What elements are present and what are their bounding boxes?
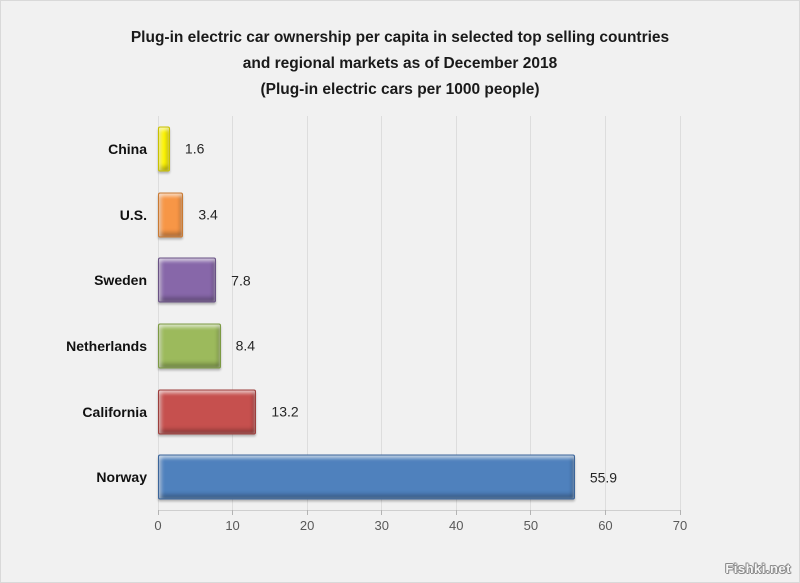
gridline [455, 116, 457, 510]
x-tick-label: 30 [374, 518, 389, 533]
x-tick-mark [157, 510, 159, 515]
x-tick-mark [679, 510, 681, 515]
x-tick-mark [381, 510, 383, 515]
bar [158, 389, 257, 435]
x-tick-mark [530, 510, 532, 515]
bar-row: China 1.6 [1, 116, 799, 182]
x-tick-mark [232, 510, 234, 515]
x-tick-mark [306, 510, 308, 515]
bar-row: U.S. 3.4 [1, 182, 799, 248]
value-label: 55.9 [589, 469, 618, 486]
gridline [530, 116, 532, 510]
gridline [381, 116, 383, 510]
value-label: 13.2 [271, 403, 299, 420]
value-label: 7.8 [231, 272, 251, 289]
gridline [232, 116, 234, 510]
gridlines [157, 116, 681, 510]
bar [158, 454, 575, 500]
chart-title: Plug-in electric car ownership per capit… [1, 25, 799, 103]
bar [158, 257, 217, 303]
bar-track: 8.4 [158, 323, 680, 369]
x-tick-label: 40 [449, 518, 464, 533]
bar [158, 192, 184, 237]
gridline [157, 116, 159, 510]
bar-row: Netherlands 8.4 [1, 313, 799, 379]
x-tick-mark [604, 510, 606, 515]
bar-track: 7.8 [158, 257, 680, 303]
chart-title-line1: Plug-in electric car ownership per capit… [130, 29, 670, 46]
x-tick-label: 50 [523, 518, 539, 533]
chart-rows: China 1.6 U.S. 3.4 Sweden 7.8 Netherland… [1, 116, 799, 510]
bar [158, 126, 170, 172]
x-axis-line [158, 510, 680, 511]
bar-track: 1.6 [158, 126, 680, 172]
x-tick-mark [455, 510, 457, 515]
category-label: U.S. [119, 206, 147, 223]
x-tick-label: 0 [154, 518, 162, 533]
category-label: California [82, 403, 147, 420]
watermark: Fishki.net [725, 561, 791, 576]
x-axis: 0 10 20 30 40 50 60 70 [154, 510, 687, 542]
bar-row: California 13.2 [1, 379, 799, 445]
x-tick-label: 60 [598, 518, 613, 533]
x-tick-label: 20 [299, 518, 315, 533]
value-label: 3.4 [198, 206, 218, 223]
category-label: Netherlands [66, 337, 147, 354]
category-label: Norway [96, 469, 147, 486]
bar [158, 323, 221, 369]
x-tick-label: 10 [225, 518, 240, 533]
chart-title-line2: and regional markets as of December 2018 [242, 55, 558, 72]
gridline [604, 116, 606, 510]
value-label: 8.4 [235, 337, 256, 354]
chart-title-line3: (Plug-in electric cars per 1000 people) [260, 81, 540, 98]
value-label: 1.6 [184, 140, 205, 157]
bar-track: 13.2 [158, 389, 680, 435]
bar-row: Norway 55.9 [1, 444, 799, 510]
bar-track: 3.4 [158, 192, 680, 237]
bar-track: 55.9 [158, 454, 680, 500]
gridline [679, 116, 681, 510]
category-label: Sweden [94, 272, 147, 289]
x-tick-label: 70 [672, 518, 688, 533]
bar-row: Sweden 7.8 [1, 247, 799, 313]
category-label: China [108, 140, 147, 157]
gridline [306, 116, 308, 510]
